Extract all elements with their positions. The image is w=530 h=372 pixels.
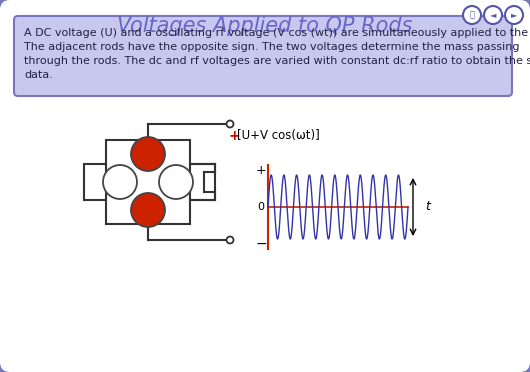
Bar [84, 164, 106, 200]
Text: ►: ► [511, 10, 517, 19]
Text: −: − [255, 237, 267, 251]
Circle shape [131, 137, 165, 171]
Circle shape [159, 165, 193, 199]
Text: ◄: ◄ [490, 10, 496, 19]
Circle shape [484, 6, 502, 24]
Bar [106, 140, 190, 224]
Bar [198, 172, 208, 192]
Text: A DC voltage (U) and a oscillating rf voltage (V cos (wt)) are simultaneously ap: A DC voltage (U) and a oscillating rf vo… [24, 28, 530, 38]
Text: t: t [426, 201, 430, 214]
Circle shape [505, 6, 523, 24]
Circle shape [131, 193, 165, 227]
Text: through the rods. The dc and rf voltages are varied with constant dc:rf ratio to: through the rods. The dc and rf voltages… [24, 56, 530, 66]
Bar [190, 164, 215, 200]
Text: [U+V cos(ωt)]: [U+V cos(ωt)] [237, 129, 320, 142]
Circle shape [103, 165, 137, 199]
Circle shape [226, 121, 234, 128]
Circle shape [463, 6, 481, 24]
Circle shape [226, 237, 234, 244]
FancyBboxPatch shape [14, 16, 512, 96]
Text: Voltages Applied to QP Rods: Voltages Applied to QP Rods [117, 16, 413, 36]
Text: 0: 0 [258, 202, 264, 212]
Text: ⏮: ⏮ [470, 10, 474, 19]
Text: The adjacent rods have the opposite sign. The two voltages determine the mass pa: The adjacent rods have the opposite sign… [24, 42, 519, 52]
Text: +: + [255, 164, 266, 176]
Text: data.: data. [24, 70, 53, 80]
Text: +: + [228, 129, 240, 143]
